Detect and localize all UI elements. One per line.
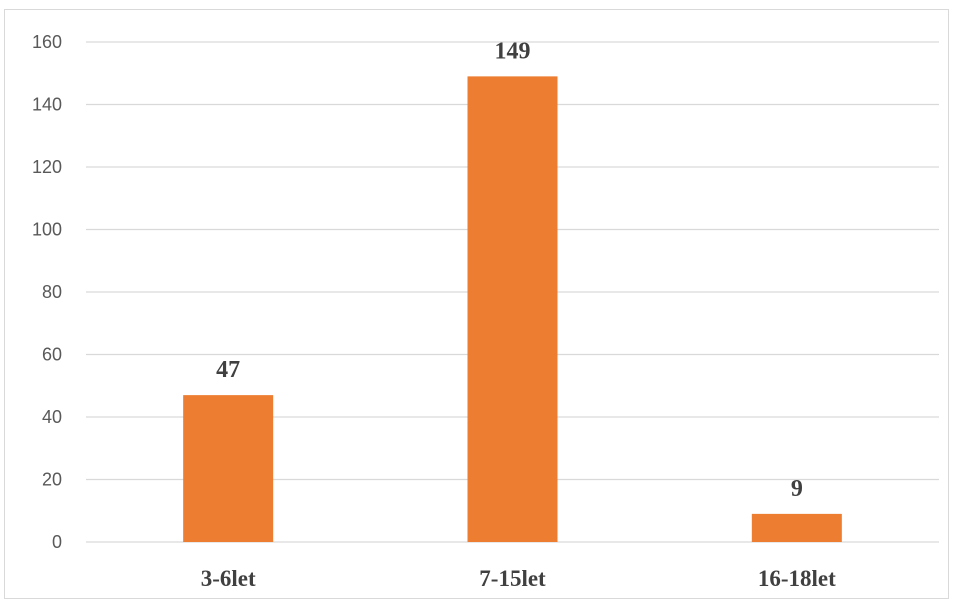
x-category-label: 3-6let xyxy=(201,566,256,591)
bar-7-15let xyxy=(467,76,558,542)
y-tick-label: 40 xyxy=(42,407,62,427)
y-tick-label: 140 xyxy=(32,95,62,115)
data-label: 9 xyxy=(791,476,803,502)
y-tick-label: 0 xyxy=(52,532,62,552)
y-tick-label: 80 xyxy=(42,282,62,302)
data-label: 47 xyxy=(216,357,240,383)
y-tick-label: 160 xyxy=(32,32,62,52)
y-tick-label: 100 xyxy=(32,220,62,240)
y-tick-label: 120 xyxy=(32,157,62,177)
x-category-label: 16-18let xyxy=(758,566,836,591)
bar-16-18let xyxy=(751,513,842,542)
x-category-label: 7-15let xyxy=(479,566,546,591)
y-tick-label: 20 xyxy=(42,470,62,490)
y-tick-label: 60 xyxy=(42,345,62,365)
bar-3-6let xyxy=(183,395,274,542)
data-label: 149 xyxy=(495,38,531,64)
